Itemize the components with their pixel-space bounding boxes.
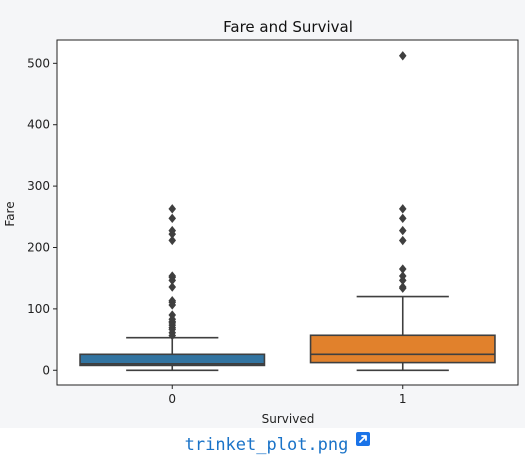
box-group-1 <box>309 51 496 372</box>
file-link[interactable]: trinket_plot.png <box>184 431 371 455</box>
y-tick-label: 500 <box>27 56 50 70</box>
outlier-point <box>398 204 407 214</box>
y-tick-label: 300 <box>27 179 50 193</box>
outlier-point <box>398 51 407 61</box>
x-axis-label: Survived <box>262 412 315 426</box>
y-tick-label: 200 <box>27 240 50 254</box>
y-tick-label: 100 <box>27 302 50 316</box>
y-tick-label: 0 <box>42 363 50 377</box>
file-link-row: trinket_plot.png <box>0 428 525 461</box>
y-tick-label: 400 <box>27 118 50 132</box>
outlier-point <box>168 282 177 292</box>
file-link-label: trinket_plot.png <box>184 434 349 455</box>
outlier-point <box>398 213 407 224</box>
x-tick-label: 1 <box>399 392 407 406</box>
boxes <box>79 51 496 372</box>
x-tick-label: 0 <box>168 392 176 406</box>
outlier-point <box>168 300 177 310</box>
outlier-point <box>168 235 177 246</box>
outlier-point <box>168 330 177 341</box>
y-axis-label: Fare <box>3 201 17 226</box>
plot-area <box>57 40 518 385</box>
box-iqr <box>309 334 496 364</box>
outlier-point <box>168 204 177 214</box>
box-group-0 <box>79 204 266 372</box>
outlier-point <box>168 213 177 224</box>
box-iqr <box>79 353 266 367</box>
outlier-point <box>398 225 407 236</box>
plot-frame <box>56 39 519 386</box>
external-link-icon[interactable] <box>356 431 371 446</box>
outlier-point <box>398 235 407 246</box>
chart-title: Fare and Survival <box>223 18 353 36</box>
outlier-point <box>398 283 407 293</box>
y-axis: 0 100 200 300 400 500 <box>27 56 57 377</box>
